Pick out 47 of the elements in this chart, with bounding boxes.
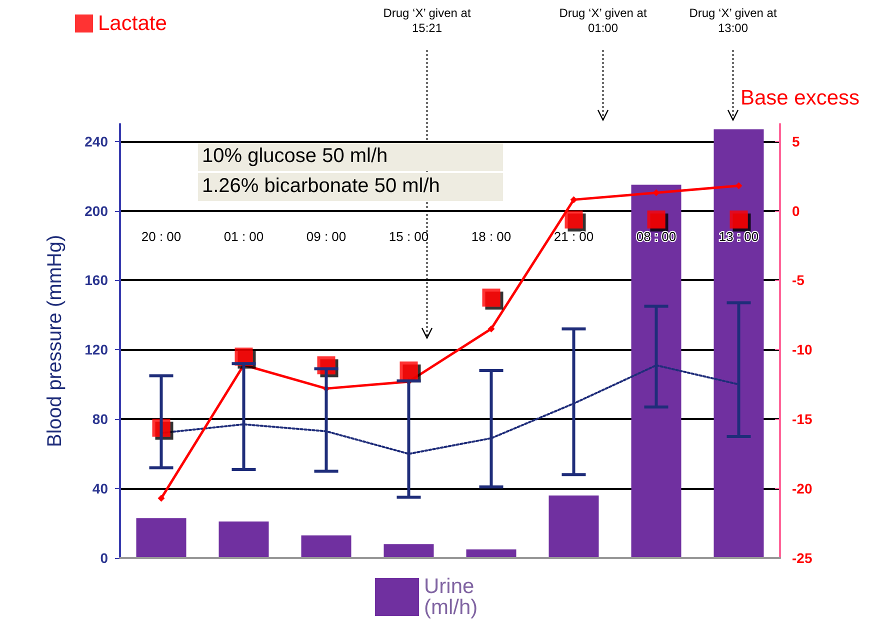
y2-tick-label: 5 — [792, 133, 800, 150]
point — [570, 196, 578, 204]
y-tick-label: 160 — [84, 272, 108, 288]
x-tick-label: 13 : 00 — [718, 229, 759, 244]
point — [652, 189, 660, 196]
point — [482, 288, 500, 307]
y2-tick-label: -5 — [792, 272, 805, 288]
bar — [218, 522, 269, 558]
x-tick-label: 09 : 00 — [306, 229, 346, 244]
x-tick-label: 20 : 00 — [141, 229, 182, 244]
annotation: 10% glucose 50 ml/h — [201, 144, 389, 169]
x-tick-label: 08 : 00 — [636, 229, 676, 244]
text: Drug ‘X’ given at 15:21 — [382, 6, 472, 36]
y-tick-label: 120 — [84, 342, 108, 358]
bar — [714, 129, 764, 558]
y2-tick-label: -10 — [792, 342, 812, 358]
y-tick-label: 0 — [100, 550, 108, 566]
point — [647, 210, 666, 228]
point — [564, 210, 583, 228]
x-tick-label: 18 : 00 — [471, 229, 512, 244]
y2-tick-label: -25 — [792, 550, 812, 566]
point — [730, 210, 748, 228]
y-axis-title: Blood pressure (mmHg) — [44, 234, 66, 448]
annotation: 1.26% bicarbonate 50 ml/h — [201, 174, 441, 199]
point — [488, 325, 495, 332]
legend-label: Lactate — [98, 12, 167, 35]
bar — [384, 544, 434, 558]
y2-axis-title: Base excess — [740, 86, 860, 110]
y-tick-label: 80 — [92, 411, 108, 428]
legend-label: Urine (ml/h) — [424, 575, 480, 619]
y-tick-label: 40 — [92, 480, 108, 497]
text: Drug ‘X’ given at 13:00 — [688, 6, 778, 36]
y2-tick-label: -15 — [792, 411, 812, 428]
point — [400, 362, 418, 380]
x-tick-label: 21 : 00 — [554, 229, 594, 244]
bar — [136, 518, 186, 558]
y2-tick-label: -20 — [792, 480, 812, 497]
bar — [548, 496, 599, 558]
x-tick-label: 01 : 00 — [224, 229, 264, 244]
y2-tick-label: 0 — [792, 202, 800, 219]
y-tick-label: 200 — [84, 202, 108, 219]
point — [158, 494, 165, 502]
bar — [631, 184, 682, 558]
bar — [301, 535, 352, 558]
point — [735, 182, 742, 190]
text: Drug ‘X’ given at 01:00 — [558, 6, 648, 36]
y-tick-label: 240 — [84, 133, 108, 150]
